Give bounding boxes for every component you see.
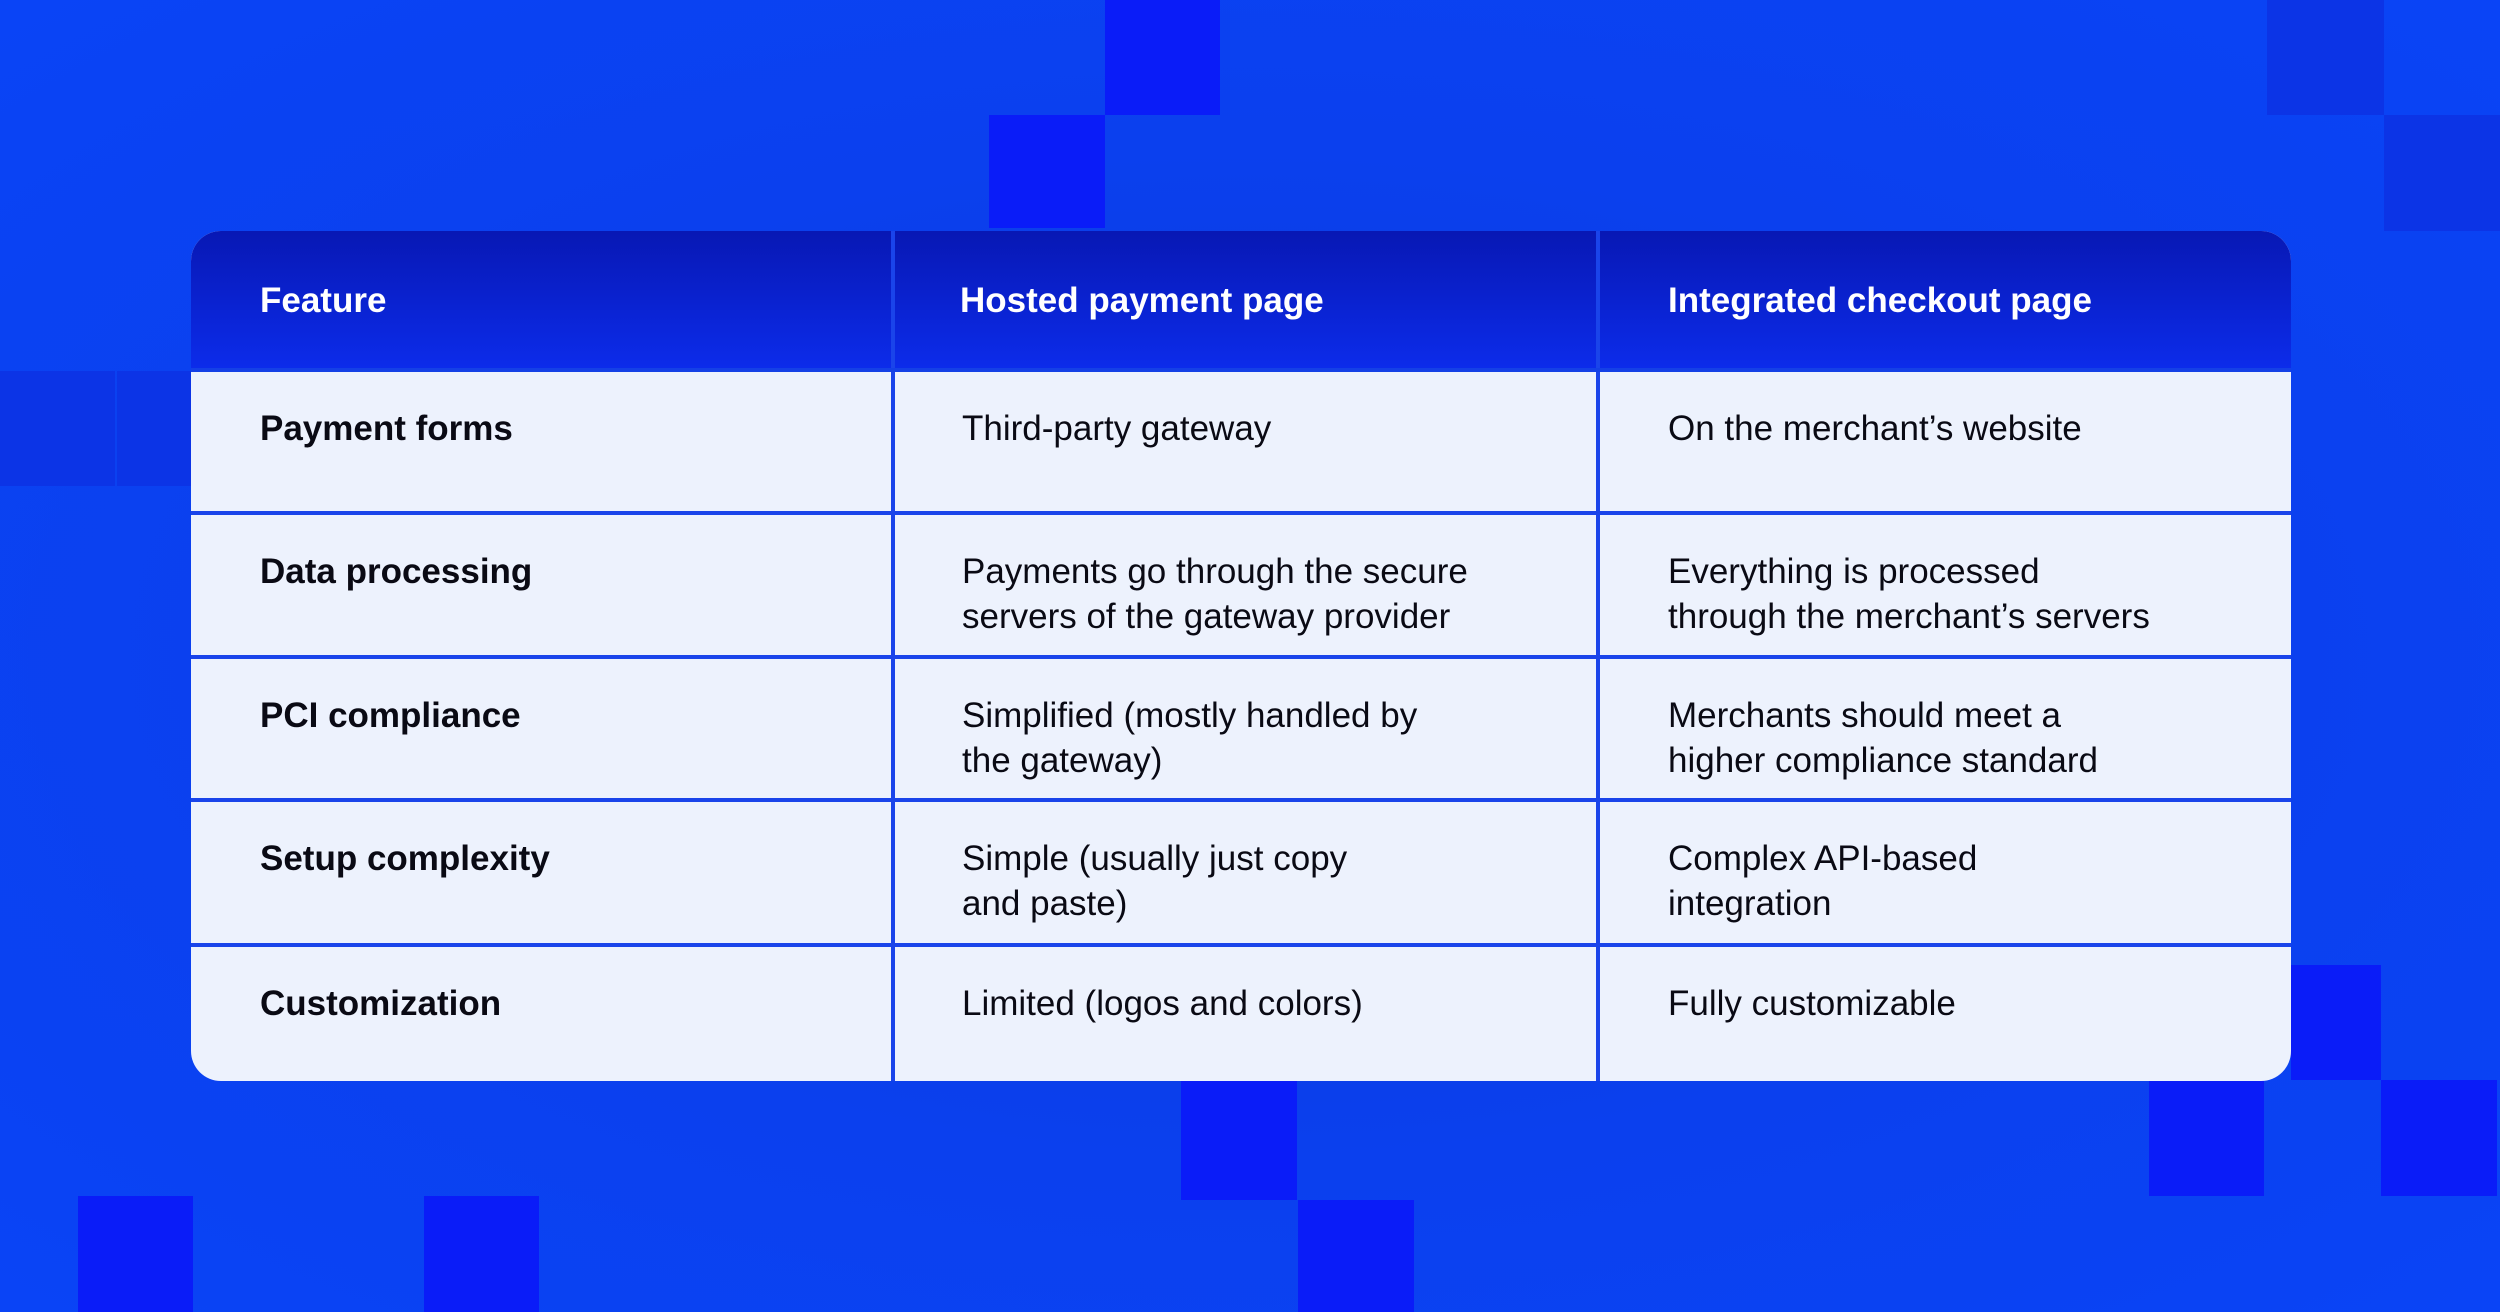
cell-text: through the merchant’s servers <box>1668 597 2150 636</box>
integrated-cell: Complex API-based integration <box>1668 836 1977 926</box>
row-divider <box>191 943 2291 947</box>
row-divider <box>191 655 2291 659</box>
cell-text: Fully customizable <box>1668 984 1956 1023</box>
cell-text: Limited (logos and colors) <box>962 984 1363 1023</box>
cell-text: servers of the gateway provider <box>962 597 1451 636</box>
header-cell: Integrated checkout page <box>1668 278 2092 323</box>
bg-square <box>989 115 1105 228</box>
header-cell: Hosted payment page <box>960 278 1324 323</box>
bg-square <box>0 371 115 486</box>
integrated-cell: Fully customizable <box>1668 981 1956 1026</box>
feature-cell: Setup complexity <box>260 836 550 881</box>
cell-text: Everything is processed <box>1668 552 2040 591</box>
cell-text: Data processing <box>260 552 533 591</box>
cell-text: higher compliance standard <box>1668 741 2098 780</box>
cell-text: Simple (usually just copy <box>962 839 1348 878</box>
table-header <box>191 231 2291 370</box>
cell-text: Hosted payment page <box>960 281 1324 320</box>
cell-text: integration <box>1668 884 1832 923</box>
bg-square <box>1298 1200 1414 1312</box>
cell-text: Customization <box>260 984 502 1023</box>
hosted-cell: Third-party gateway <box>962 406 1271 451</box>
hosted-cell: Limited (logos and colors) <box>962 981 1363 1026</box>
cell-text: Merchants should meet a <box>1668 696 2061 735</box>
header-cell: Feature <box>260 278 386 323</box>
cell-text: and paste) <box>962 884 1128 923</box>
cell-text: the gateway) <box>962 741 1163 780</box>
cell-text: On the merchant’s website <box>1668 409 2082 448</box>
hosted-cell: Payments go through the secure servers of… <box>962 549 1468 639</box>
bg-square <box>1181 1081 1297 1200</box>
cell-text: Simplified (mostly handled by <box>962 696 1418 735</box>
integrated-cell: Everything is processed through the merch… <box>1668 549 2150 639</box>
hosted-cell: Simple (usually just copy and paste) <box>962 836 1347 926</box>
feature-cell: PCI compliance <box>260 693 521 738</box>
cell-text: Third-party gateway <box>962 409 1272 448</box>
cell-text: Complex API-based <box>1668 839 1978 878</box>
cell-text: Payments go through the secure <box>962 552 1468 591</box>
row-divider <box>191 368 2291 372</box>
bg-square <box>2267 0 2384 115</box>
integrated-cell: Merchants should meet a higher compliance… <box>1668 693 2098 783</box>
hosted-cell: Simplified (mostly handled by the gateway… <box>962 693 1417 783</box>
feature-cell: Data processing <box>260 549 532 594</box>
feature-cell: Payment forms <box>260 406 513 451</box>
bg-square <box>78 1196 193 1312</box>
bg-square <box>424 1196 539 1312</box>
bg-square <box>2381 1080 2497 1196</box>
cell-text: Integrated checkout page <box>1668 281 2092 320</box>
cell-text: Setup complexity <box>260 839 550 878</box>
feature-cell: Customization <box>260 981 501 1026</box>
cell-text: Feature <box>260 281 387 320</box>
comparison-table: Feature Hosted payment page Integrated che… <box>191 231 2291 1081</box>
bg-square <box>2149 1080 2264 1196</box>
cell-text: PCI compliance <box>260 696 521 735</box>
bg-square <box>2291 965 2381 1080</box>
cell-text: Payment forms <box>260 409 513 448</box>
bg-square <box>2384 115 2500 231</box>
bg-square <box>117 371 191 486</box>
integrated-cell: On the merchant’s website <box>1668 406 2082 451</box>
row-divider <box>191 511 2291 515</box>
row-divider <box>191 798 2291 802</box>
bg-square <box>1105 0 1220 115</box>
